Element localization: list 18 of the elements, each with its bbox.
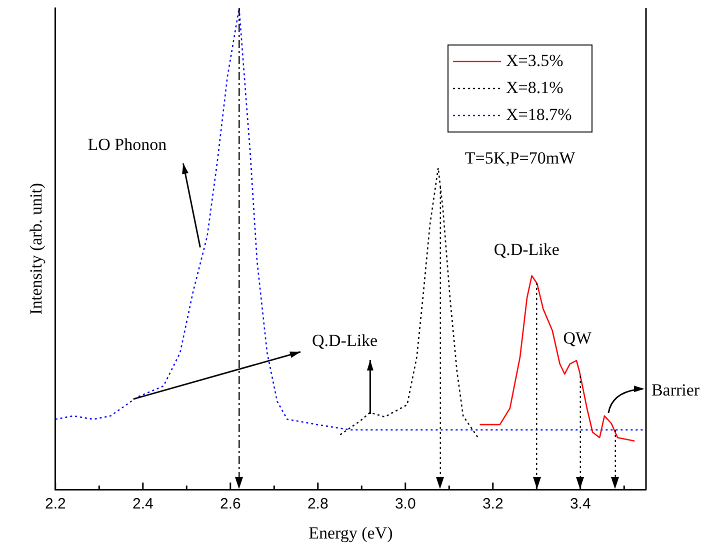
legend-label: X=18.7%: [506, 104, 572, 124]
annotation: T=5K,P=70mW: [464, 148, 576, 168]
x-tick-label: 3.2: [482, 496, 504, 513]
legend-label: X=3.5%: [506, 50, 564, 70]
annotation: QW: [563, 328, 592, 348]
annotation: Q.D-Like: [312, 331, 378, 350]
x-tick-label: 3.0: [394, 496, 416, 513]
x-tick-label: 2.8: [307, 496, 328, 513]
x-tick-label: 2.4: [132, 496, 154, 513]
y-axis-title: Intensity (arb. unit): [26, 182, 46, 315]
legend-label: X=8.1%: [506, 78, 564, 97]
x-tick-label: 2.6: [220, 496, 241, 513]
x-tick-label: 2.2: [44, 496, 66, 513]
x-tick-label: 3.4: [570, 496, 591, 513]
annotation: Barrier: [651, 380, 700, 400]
x-axis-title: Energy (eV): [308, 523, 393, 542]
annotation: LO Phonon: [88, 134, 168, 154]
annotation: Q.D-Like: [494, 240, 560, 260]
